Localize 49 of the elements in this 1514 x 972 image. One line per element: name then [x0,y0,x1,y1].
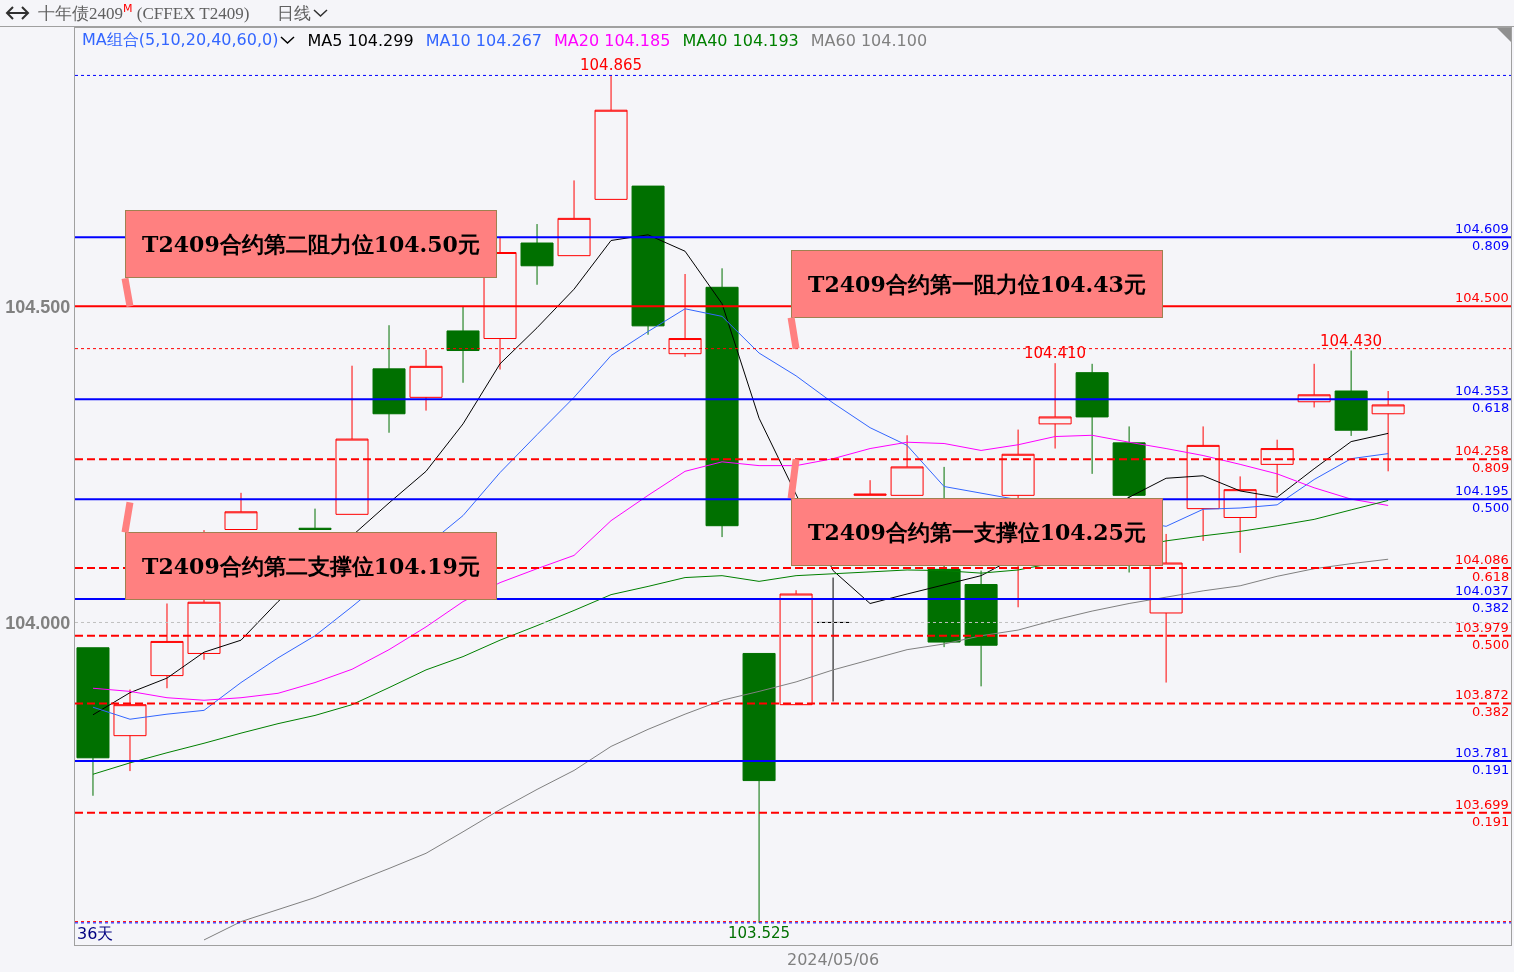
y-tick-label: 104.000 [5,612,71,633]
ref-line-label: 104.037 0.382 [1455,583,1510,615]
candlestick [742,652,776,924]
ref-line-label: 103.781 0.191 [1455,745,1510,777]
text: MA20 104.185 [554,30,671,50]
candlestick [705,267,739,538]
candlestick [557,179,591,257]
annotation: 36天 [77,924,114,943]
candlestick [446,306,480,384]
line-series [92,434,1389,701]
annotation: T2409合约第一阻力位104.43元 [808,271,1146,297]
candlestick [853,479,887,496]
ref-line-label: 103.699 0.191 [1455,797,1510,829]
annotation: 104.865 [580,56,643,74]
candlestick [1075,363,1109,475]
chart-subtitle: 日线 [277,2,312,25]
text: MA10 104.267 [425,30,543,50]
candlestick [372,324,406,434]
chart-title: 十年债2409$^{M}$ (CFFEX T2409) [38,1,250,25]
ref-line-label: 104.500 [1455,290,1509,305]
ref-line-label: 104.195 0.500 [1455,483,1510,515]
candlestick [224,492,258,530]
annotation: T2409合约第二阻力位104.50元 [142,231,480,257]
text: MA40 104.193 [682,30,799,50]
annotation: T2409合约第二支撑位104.19元 [142,553,480,579]
candlestick [1038,362,1072,450]
legend-title: MA组合(5,10,20,40,60,0) [82,29,279,51]
text: MA60 104.100 [810,30,928,50]
annotation: 104.410 [1024,344,1087,362]
candlestick [76,647,110,797]
line-series [92,499,1389,775]
candlestick [520,223,554,286]
annotation: T2409合约第一支撑位104.25元 [808,519,1146,545]
ref-line-label: 103.979 0.500 [1455,620,1510,652]
candlestick [631,185,665,336]
candlestick [964,570,998,687]
candlestick [298,508,332,530]
ref-line-label: 104.086 0.618 [1455,552,1510,584]
ref-line-label: 104.353 0.618 [1455,383,1510,415]
ref-line-label: 104.258 0.809 [1455,443,1510,475]
ref-line-label: 104.609 0.809 [1455,221,1510,253]
candlestick [816,577,850,703]
candlestick [1334,350,1368,437]
annotation: 103.525 [728,924,791,942]
legend-label: MA5 104.299 [307,30,414,50]
x-tick-label: 2024/05/06 [786,950,880,970]
annotation: 104.430 [1320,332,1383,350]
ref-line-label: 103.872 0.382 [1455,687,1510,719]
candlestick [594,74,628,200]
